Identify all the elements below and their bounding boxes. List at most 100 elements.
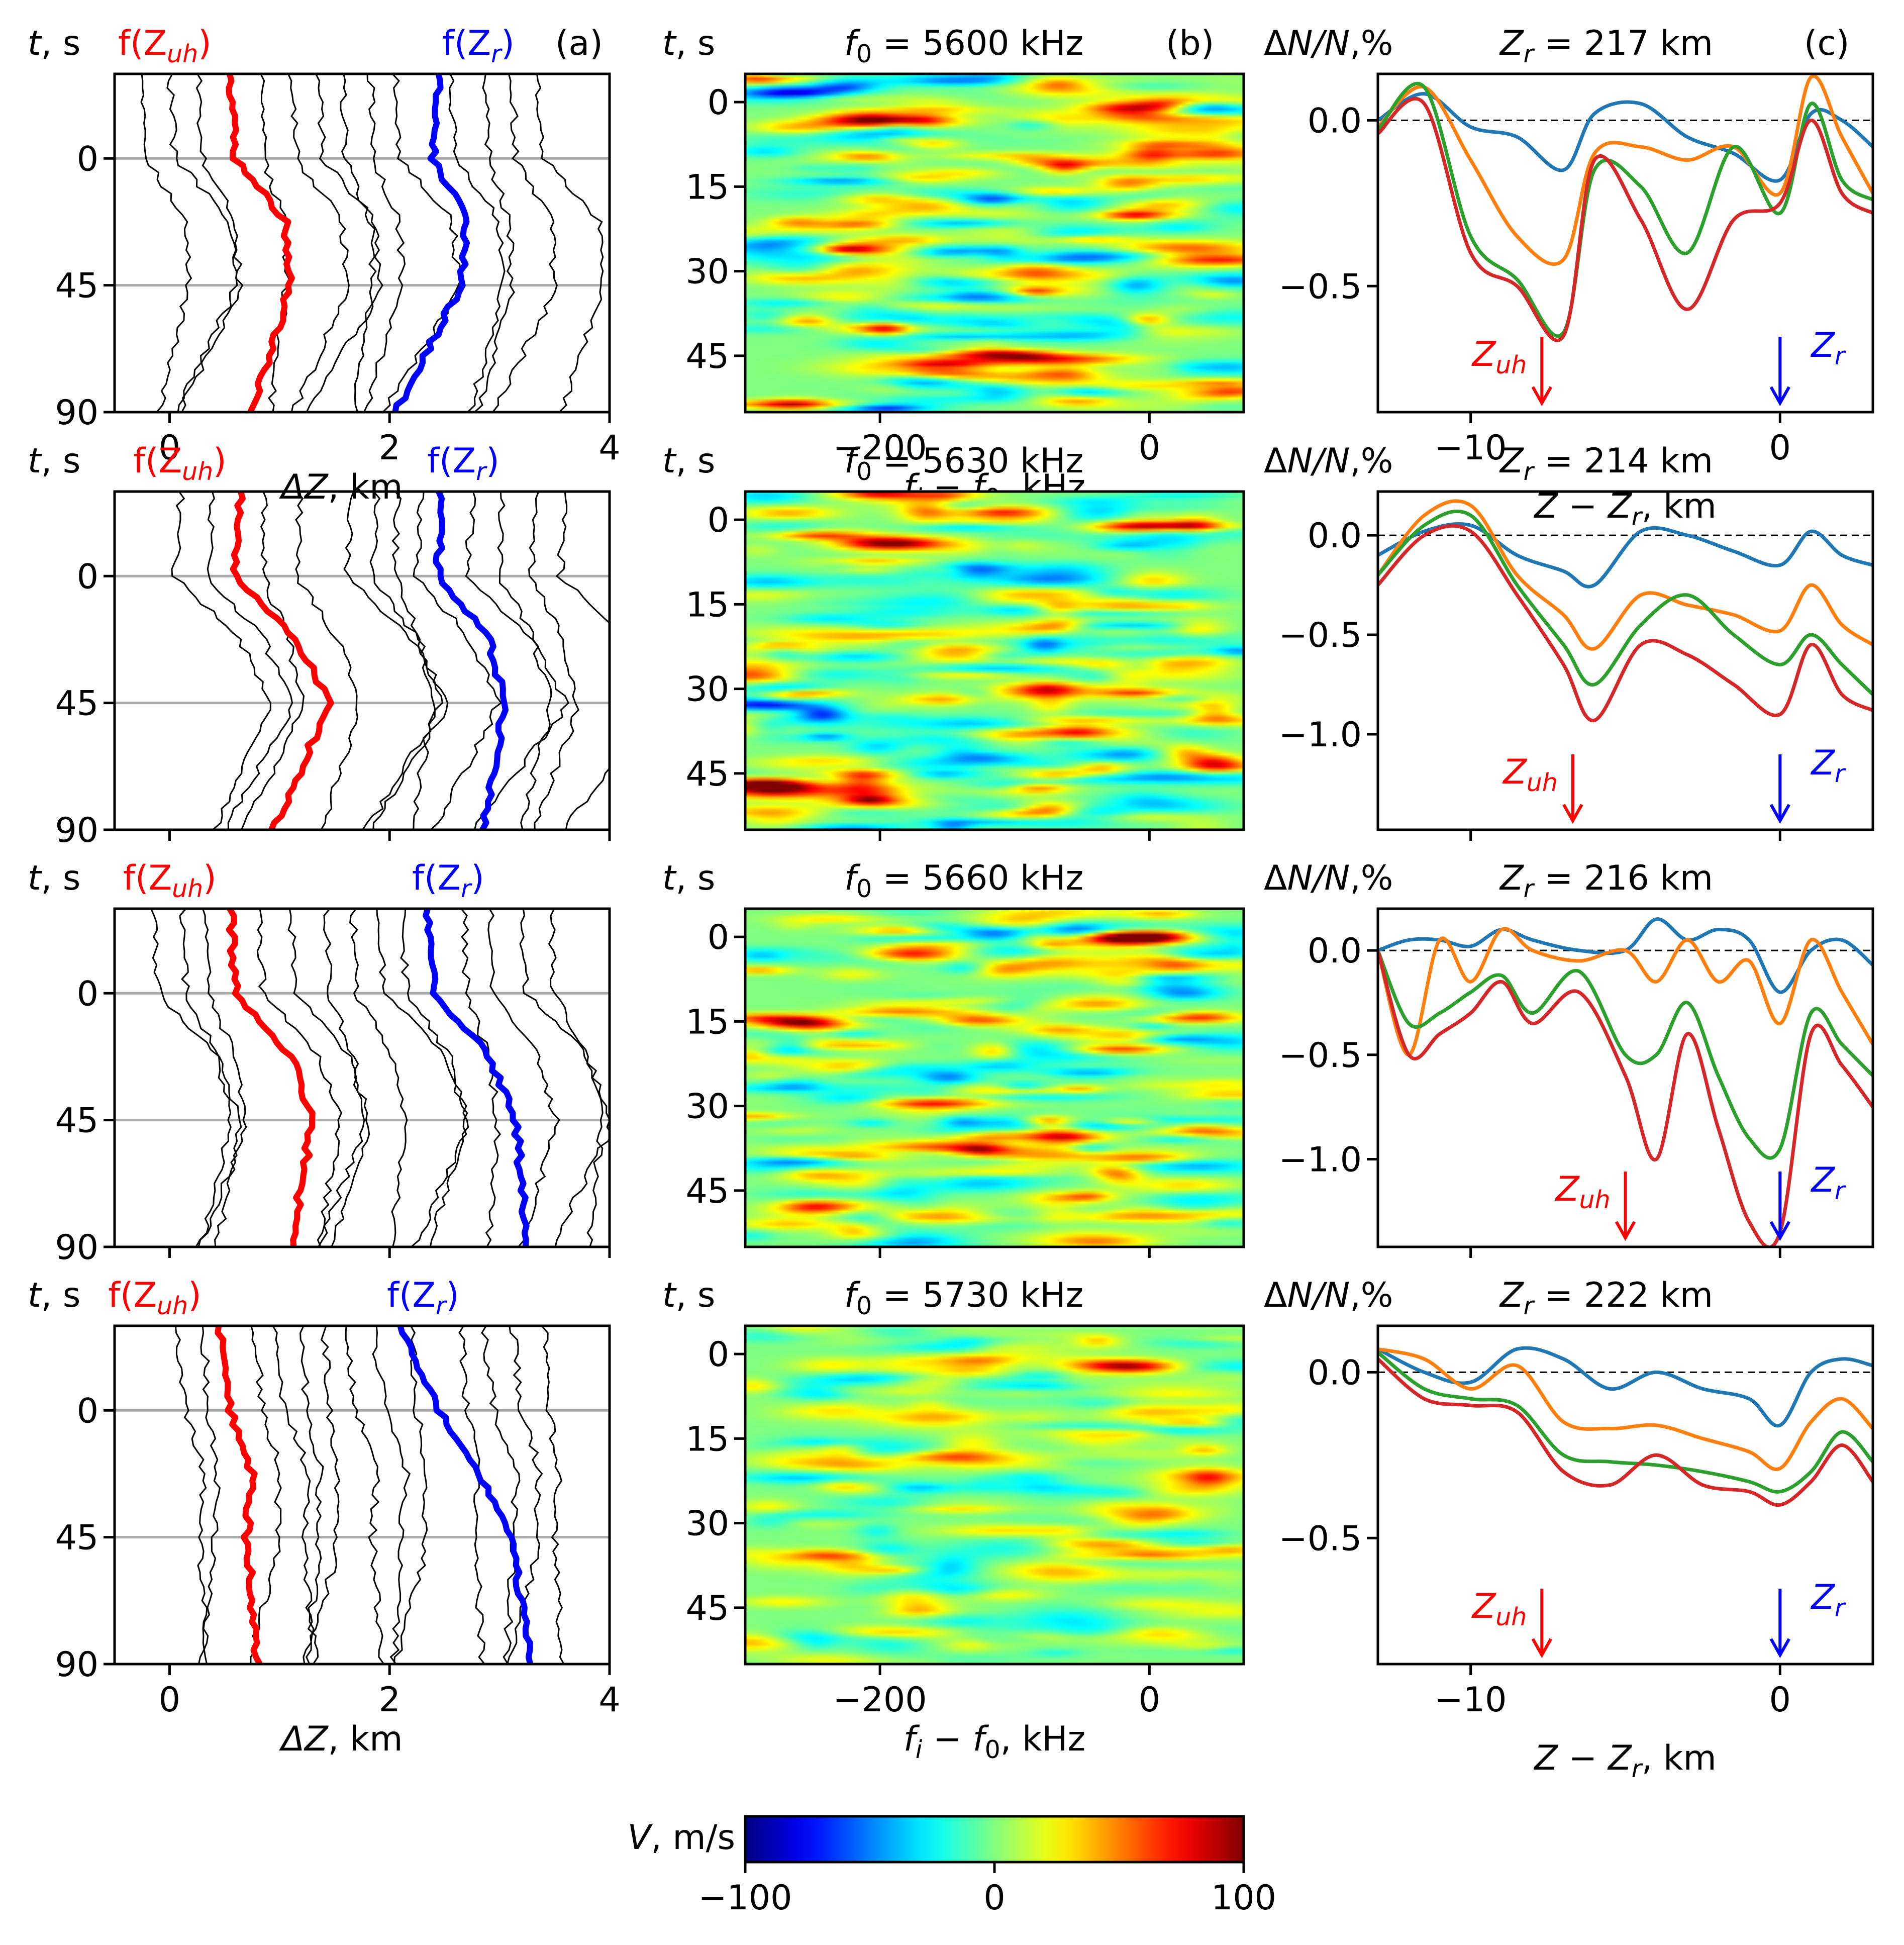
panel-a-ylabel: t, s [28,441,80,481]
panel-b-ytick-label: 0 [708,501,729,540]
panel-c-curve4 [1378,950,1873,1247]
panel-b-ytick-label: 30 [685,1087,729,1127]
panel-b-ytick-label: 30 [685,252,729,292]
panel-b-ytick-label: 45 [685,1172,729,1211]
panel-c-curve2 [1378,74,1873,266]
panel-b-heatmap [745,492,1244,830]
panel-a-plot-area [115,74,610,412]
panel-a-ylabel: t, s [28,1276,80,1315]
panel-a-trace [150,909,242,1247]
panel-a-ytick-label: 45 [55,684,98,724]
panel-a-ytick-label: 90 [55,1228,98,1268]
panel-a-series-zuh [226,74,295,412]
panel-a-trace [295,492,358,830]
panel-c-ytick-label: −0.5 [1279,267,1362,307]
panel-a-trace [460,909,502,1247]
panel-c-zuh-arrowhead [1531,1638,1552,1659]
panel-a-ylabel: t, s [28,24,80,63]
panel-b-frame [744,490,1245,831]
panel-c-zr-label: Zr [1810,1160,1846,1205]
panel-b-title: f0 = 5730 kHz [844,1276,1083,1320]
panel-c-plot-area [1378,499,1873,722]
panel-c-ytick-label: −0.5 [1279,616,1362,655]
panel-c-ytick-label: 0.0 [1308,516,1362,556]
panel-c-curve1 [1378,92,1873,183]
panel-a-frame [113,1324,611,1666]
panel-a-ytick-label: 90 [55,1645,98,1685]
panel-b-frame [744,1324,1245,1666]
panel-a-trace [318,909,365,1247]
panel-a-trace [555,492,610,830]
panel-a-trace [481,1326,521,1664]
panel-b-xtick-label: −200 [833,1680,927,1720]
panel-c-ytick-label: 0.0 [1308,1353,1362,1393]
panel-a-legend-zr: f(Zr) [442,24,515,68]
colorbar-tick-label: 100 [1211,1878,1276,1918]
panel-b-frame [744,907,1245,1248]
panel-c-frame [1376,490,1874,831]
panel-c-curve3 [1378,1351,1873,1494]
panel-c-xtick-label: −10 [1435,428,1507,468]
panel-b-row2: 0 15 30 45 t, s f0 = 5630 kHz [662,441,1245,841]
panel-c-ytick-label: −1.0 [1279,1140,1362,1180]
panel-b-heatmap [745,909,1244,1247]
panel-a-trace [497,492,552,830]
panel-b-row3: 0 15 30 45 t, s f0 = 5660 kHz [662,858,1245,1258]
panel-a-trace [171,492,271,830]
panel-c-ytick-label: 0.0 [1308,931,1362,971]
panel-b-ytick-label: 0 [708,83,729,123]
panel-a-trace [465,492,569,830]
panel-c-zr-label: Zr [1810,743,1846,788]
panel-a-legend-zr: f(Zr) [427,441,499,486]
panel-a-ytick-label: 90 [55,811,98,850]
panel-c-plot-area [1378,917,1873,1247]
panel-c-curve3 [1378,509,1873,696]
panel-a-xtick-label: 4 [598,1680,620,1720]
panel-a-legend-zuh: f(Zuh) [133,441,227,486]
panel-c-curve2 [1378,927,1873,1057]
panel-a-trace [458,1326,485,1664]
panel-a-trace [166,74,238,412]
panel-c-zr-arrowhead [1769,1638,1790,1659]
panel-a-trace [197,1326,221,1664]
panel-c-zuh-arrowhead [1562,804,1583,824]
panel-a-trace [362,492,444,830]
panel-c-curve4 [1378,524,1873,722]
panel-c-ylabel: ΔN/N,% [1264,858,1393,898]
panel-a-xtick-label: 4 [598,428,620,468]
panel-b-ytick-label: 15 [685,1419,729,1459]
panel-c-title: Zr = 222 km [1499,1276,1713,1320]
panel-a-letter: (a) [555,24,603,63]
panel-a-legend-zuh: f(Zuh) [118,24,212,68]
panel-b-letter: (b) [1166,24,1214,63]
panel-a-series-zr [423,909,530,1247]
panel-c-zuh-arrowhead [1531,386,1552,407]
panel-c-curve2 [1378,1347,1873,1471]
panel-c-curve2 [1378,499,1873,651]
panel-c-zr-label: Zr [1810,1578,1846,1622]
panel-a-trace [181,74,244,412]
panel-a-xlabel: ΔZ, km [279,467,403,507]
panel-c-ylabel: ΔN/N,% [1264,1276,1393,1315]
panel-c-title: Zr = 214 km [1499,441,1713,486]
panel-a-frame [113,490,611,831]
panel-a-series-zuh [226,909,316,1247]
panel-a-trace [179,909,232,1247]
panel-b-heatmap [745,74,1244,412]
panel-a-frame [113,72,611,414]
panel-b-ylabel: t, s [662,441,715,481]
panel-a-legend-zr: f(Zr) [412,858,484,903]
panel-a-trace [393,1326,428,1664]
panel-c-xlabel: Z − Zr, km [1533,1738,1716,1783]
panel-a-xtick-label: 2 [379,428,400,468]
panel-c-frame [1376,1324,1874,1666]
panel-a-trace [363,74,406,412]
panel-c-ytick-label: −1.0 [1279,715,1362,755]
panel-c-xtick-label: −10 [1435,1680,1507,1720]
panel-a-trace [306,74,384,412]
panel-b-ytick-label: 15 [685,585,729,625]
panel-c-ytick-label: −0.5 [1279,1036,1362,1076]
panel-b-heatmap [745,1326,1244,1664]
panel-b-ylabel: t, s [662,24,715,63]
panel-a-plot-area [115,909,610,1247]
